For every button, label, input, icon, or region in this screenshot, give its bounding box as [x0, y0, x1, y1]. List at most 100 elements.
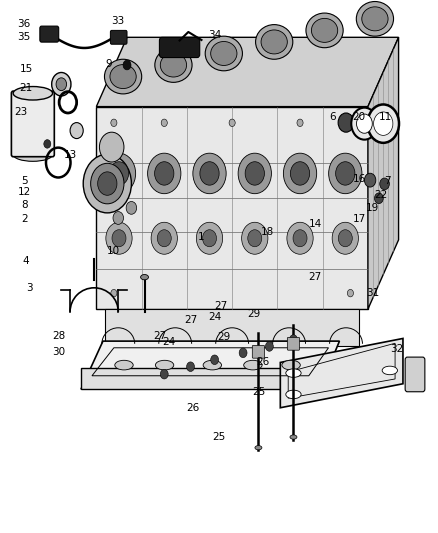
Ellipse shape: [286, 390, 301, 399]
Ellipse shape: [356, 2, 393, 36]
Circle shape: [56, 78, 67, 91]
Circle shape: [102, 153, 136, 193]
Text: 9: 9: [105, 59, 112, 69]
Circle shape: [287, 222, 313, 254]
Ellipse shape: [255, 446, 262, 450]
Ellipse shape: [155, 360, 174, 370]
Circle shape: [374, 112, 393, 135]
Circle shape: [297, 119, 303, 126]
Circle shape: [290, 161, 310, 185]
FancyBboxPatch shape: [40, 26, 59, 42]
Text: 31: 31: [366, 288, 379, 298]
Circle shape: [290, 335, 297, 344]
Circle shape: [196, 222, 223, 254]
Circle shape: [374, 193, 383, 204]
Text: 27: 27: [153, 331, 166, 341]
Polygon shape: [81, 368, 320, 389]
Circle shape: [83, 154, 131, 213]
Polygon shape: [280, 338, 403, 408]
Circle shape: [187, 362, 194, 372]
Text: 27: 27: [309, 272, 322, 282]
Circle shape: [380, 178, 389, 190]
FancyBboxPatch shape: [287, 337, 300, 350]
Text: 18: 18: [261, 227, 274, 237]
Ellipse shape: [282, 360, 300, 370]
Text: 26: 26: [256, 358, 269, 367]
Polygon shape: [105, 309, 359, 346]
Circle shape: [193, 153, 226, 193]
Ellipse shape: [203, 360, 222, 370]
Text: 2: 2: [21, 214, 28, 223]
Text: 24: 24: [208, 312, 221, 322]
Text: 16: 16: [353, 174, 366, 183]
Circle shape: [239, 348, 247, 358]
Text: 7: 7: [384, 176, 391, 186]
Circle shape: [52, 72, 71, 96]
Circle shape: [157, 230, 171, 247]
Circle shape: [248, 230, 262, 247]
Circle shape: [155, 161, 174, 185]
Circle shape: [98, 172, 117, 195]
Text: 12: 12: [18, 187, 31, 197]
Text: 1: 1: [198, 232, 205, 242]
Ellipse shape: [382, 366, 398, 375]
Circle shape: [347, 289, 353, 297]
Text: 25: 25: [212, 432, 226, 442]
Circle shape: [123, 60, 131, 70]
Circle shape: [347, 119, 353, 126]
Ellipse shape: [141, 274, 148, 280]
Circle shape: [44, 140, 51, 148]
Ellipse shape: [244, 360, 262, 370]
Circle shape: [111, 119, 117, 126]
Circle shape: [151, 222, 177, 254]
FancyBboxPatch shape: [159, 37, 200, 58]
Circle shape: [357, 114, 372, 133]
Circle shape: [336, 161, 355, 185]
Circle shape: [148, 153, 181, 193]
Circle shape: [332, 222, 358, 254]
Ellipse shape: [286, 369, 301, 377]
Ellipse shape: [110, 64, 136, 88]
Circle shape: [338, 230, 352, 247]
Text: 23: 23: [14, 107, 28, 117]
Circle shape: [242, 222, 268, 254]
Ellipse shape: [104, 59, 141, 94]
Text: 34: 34: [208, 30, 221, 39]
Ellipse shape: [115, 360, 133, 370]
Text: 27: 27: [184, 315, 197, 325]
Text: 14: 14: [309, 219, 322, 229]
Circle shape: [106, 222, 132, 254]
Polygon shape: [81, 341, 339, 389]
Circle shape: [283, 153, 317, 193]
Ellipse shape: [160, 53, 187, 77]
Circle shape: [211, 355, 219, 365]
Text: 28: 28: [53, 331, 66, 341]
Circle shape: [161, 119, 167, 126]
Circle shape: [238, 153, 272, 193]
Circle shape: [245, 161, 265, 185]
Polygon shape: [368, 37, 399, 309]
Text: 8: 8: [21, 200, 28, 210]
Circle shape: [351, 108, 378, 140]
Circle shape: [126, 201, 137, 214]
Ellipse shape: [306, 13, 343, 48]
Circle shape: [99, 132, 124, 162]
Ellipse shape: [13, 148, 53, 161]
Text: 36: 36: [18, 19, 31, 29]
Text: 22: 22: [374, 190, 388, 199]
Text: 17: 17: [353, 214, 366, 223]
Polygon shape: [96, 107, 368, 309]
Ellipse shape: [13, 86, 53, 100]
Circle shape: [111, 289, 117, 297]
Text: 13: 13: [64, 150, 77, 159]
Circle shape: [113, 212, 124, 224]
Text: 6: 6: [329, 112, 336, 122]
Text: 24: 24: [162, 337, 175, 347]
Circle shape: [265, 342, 273, 351]
Text: 3: 3: [26, 283, 33, 293]
Text: 19: 19: [366, 203, 379, 213]
Circle shape: [293, 230, 307, 247]
Text: 21: 21: [19, 83, 32, 93]
Circle shape: [70, 123, 83, 139]
Text: 10: 10: [106, 246, 120, 255]
